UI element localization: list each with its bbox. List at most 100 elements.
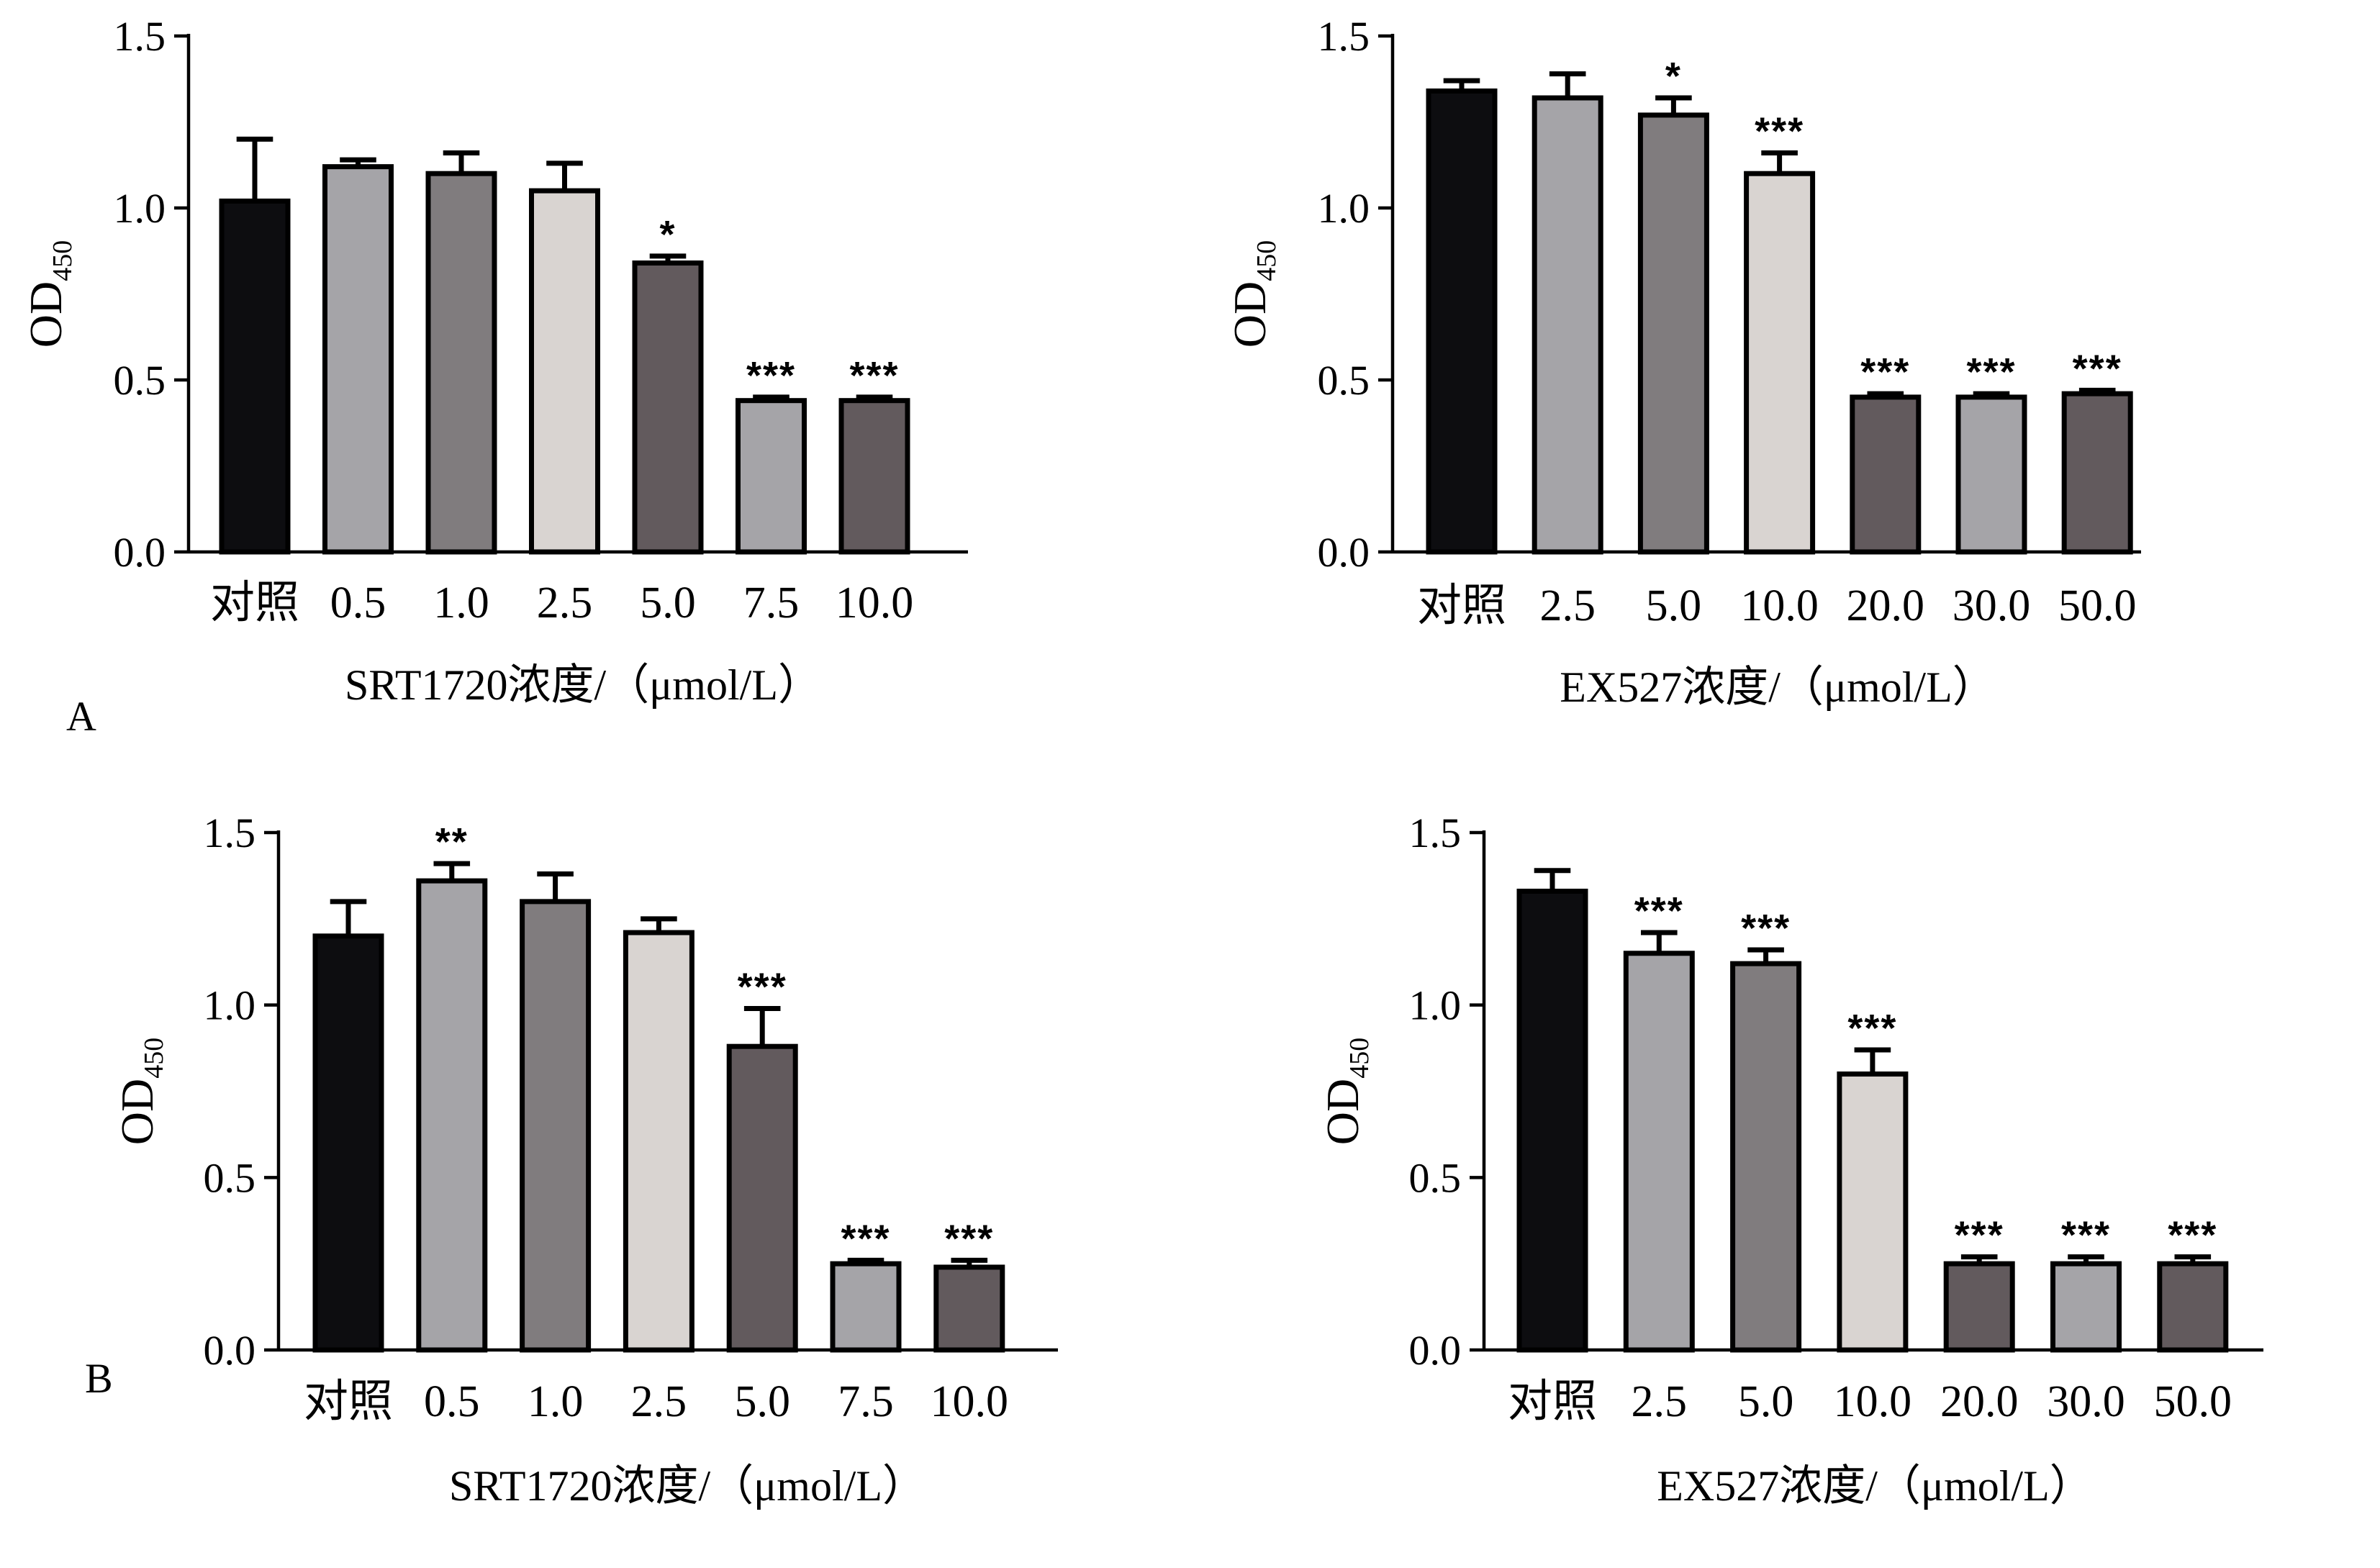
bar-1: [312, 933, 384, 1353]
significance-mark: ***: [1847, 1007, 1897, 1050]
significance-mark: ***: [1755, 110, 1804, 153]
y-tick-label: 0.0: [1409, 1327, 1462, 1374]
bar-6: [736, 398, 807, 555]
category-label: 10.0: [1834, 1377, 1912, 1426]
bar-2: [416, 878, 488, 1353]
significance-mark: ***: [1860, 350, 1910, 394]
bar-2: [322, 164, 394, 555]
category-label: 5.0: [1646, 581, 1702, 630]
significance-mark: ***: [1741, 907, 1791, 950]
significance-mark: ***: [2061, 1214, 2111, 1257]
category-label: 50.0: [2058, 581, 2137, 630]
chart-2: 对照 2.5 * 5.0 *** 10.0 *** 20.0 *** 30.0 *** 50.0 0.0…: [1224, 13, 2141, 711]
category-label: 10.0: [931, 1377, 1009, 1426]
significance-mark: ***: [738, 965, 787, 1008]
significance-mark: *: [1665, 55, 1682, 98]
x-axis-label: EX527浓度/（μmol/L）: [1560, 663, 1995, 711]
y-tick-label: 1.0: [204, 982, 256, 1029]
significance-mark: ***: [841, 1217, 890, 1260]
y-axis-label: OD450: [20, 240, 78, 348]
panel-label-b: B: [85, 1355, 113, 1402]
category-label: 对照: [304, 1377, 393, 1426]
bar-3: [1637, 112, 1709, 555]
bar-5: [1850, 394, 1922, 555]
category-label: 20.0: [1940, 1377, 2019, 1426]
bar-5: [1943, 1261, 2015, 1353]
bar-6: [1955, 394, 2027, 555]
category-label: 2.5: [631, 1377, 687, 1426]
y-tick-label: 1.5: [1318, 13, 1370, 60]
bar-2: [1531, 95, 1603, 555]
bar-4: [623, 930, 694, 1353]
significance-mark: ***: [1966, 350, 2016, 394]
chart-1: 对照 0.5 1.0 2.5 * 5.0 *** 7.5 *** 10.0 0.0 0.5 1.0 1.5…: [20, 13, 968, 709]
y-tick-label: 0.5: [1318, 357, 1370, 404]
y-tick-label: 0.0: [114, 529, 166, 576]
significance-mark: ***: [2073, 347, 2122, 390]
y-tick-label: 0.5: [204, 1154, 256, 1201]
category-label: 30.0: [1953, 581, 2031, 630]
bar-4: [529, 188, 600, 555]
y-tick-label: 0.5: [1409, 1154, 1462, 1201]
y-tick-label: 0.0: [204, 1327, 256, 1374]
category-label: 50.0: [2154, 1377, 2232, 1426]
significance-mark: **: [435, 820, 469, 864]
significance-mark: ***: [849, 354, 899, 397]
y-tick-label: 0.5: [114, 357, 166, 404]
category-label: 10.0: [1740, 581, 1819, 630]
bar-7: [2157, 1261, 2229, 1353]
category-label: 1.0: [433, 579, 489, 627]
category-label: 5.0: [640, 579, 696, 627]
y-tick-label: 1.0: [114, 185, 166, 232]
bar-7: [2061, 391, 2133, 555]
category-label: 对照: [210, 579, 299, 627]
bar-7: [838, 398, 910, 555]
bar-4: [1744, 171, 1816, 555]
bar-7: [933, 1264, 1005, 1353]
category-label: 30.0: [2047, 1377, 2125, 1426]
category-label: 7.5: [743, 579, 800, 627]
panel-label-a: A: [66, 693, 96, 740]
y-axis-label: OD450: [112, 1038, 169, 1145]
significance-mark: ***: [1955, 1214, 2004, 1257]
significance-mark: ***: [746, 354, 796, 397]
x-axis-label: SRT1720浓度/（μmol/L）: [345, 661, 821, 709]
bar-6: [2050, 1261, 2122, 1353]
y-tick-label: 1.5: [1409, 810, 1462, 856]
significance-mark: ***: [1634, 889, 1684, 933]
bar-3: [520, 899, 592, 1353]
bar-3: [425, 171, 497, 555]
significance-mark: ***: [944, 1217, 994, 1260]
x-axis-label: SRT1720浓度/（μmol/L）: [449, 1462, 926, 1510]
category-label: 1.0: [528, 1377, 584, 1426]
category-label: 2.5: [537, 579, 593, 627]
chart-4: 对照 *** 2.5 *** 5.0 *** 10.0 *** 20.0 *** 30.0 *** 50…: [1317, 810, 2263, 1510]
x-axis-label: EX527浓度/（μmol/L）: [1657, 1462, 2092, 1510]
significance-mark: *: [659, 213, 676, 256]
category-label: 7.5: [838, 1377, 894, 1426]
bar-5: [726, 1043, 798, 1353]
category-label: 0.5: [330, 579, 386, 627]
bar-6: [830, 1261, 902, 1353]
bar-1: [1516, 888, 1588, 1353]
y-tick-label: 1.0: [1318, 185, 1370, 232]
significance-mark: ***: [2168, 1214, 2217, 1257]
category-label: 5.0: [1738, 1377, 1794, 1426]
category-label: 对照: [1417, 581, 1506, 630]
category-label: 0.5: [424, 1377, 480, 1426]
category-label: 2.5: [1539, 581, 1596, 630]
category-label: 2.5: [1632, 1377, 1688, 1426]
bar-1: [219, 198, 291, 555]
category-label: 10.0: [836, 579, 914, 627]
y-tick-label: 1.0: [1409, 982, 1462, 1029]
bar-5: [632, 260, 704, 555]
chart-3: 对照 ** 0.5 1.0 2.5 *** 5.0 *** 7.5 *** 10.0 0.0 0.5 1.…: [112, 810, 1058, 1510]
category-label: 5.0: [734, 1377, 790, 1426]
bar-1: [1426, 88, 1498, 555]
y-axis-label: OD450: [1224, 240, 1282, 348]
category-label: 20.0: [1847, 581, 1925, 630]
bar-3: [1730, 961, 1802, 1353]
category-label: 对照: [1508, 1377, 1597, 1426]
y-tick-label: 1.5: [114, 13, 166, 60]
